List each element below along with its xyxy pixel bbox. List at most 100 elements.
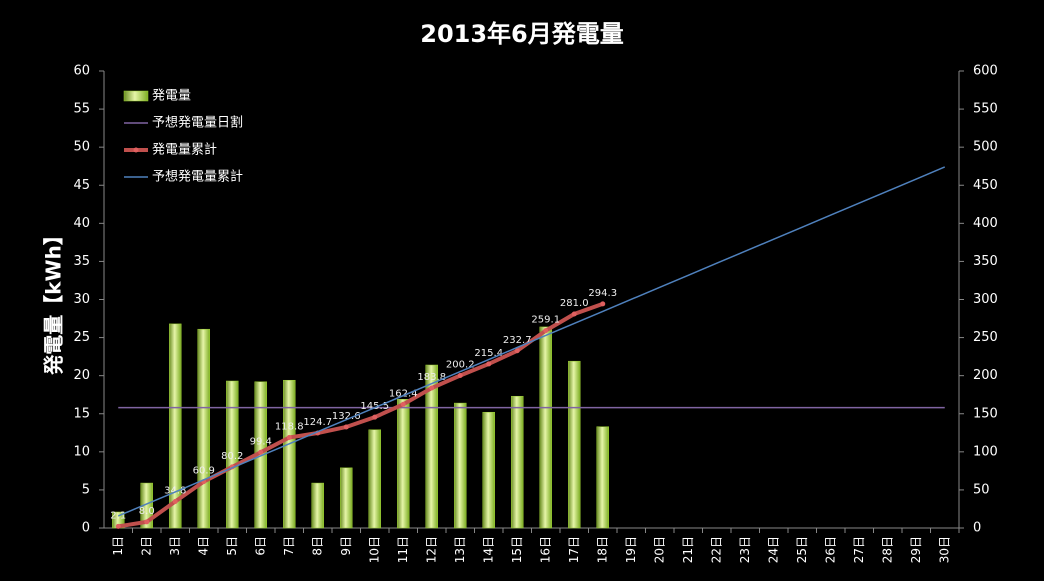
data-label: 215.4: [474, 348, 503, 359]
bar: [397, 399, 410, 529]
y2-tick-label: 50: [973, 482, 990, 497]
marker: [571, 311, 577, 317]
x-tick-label: 27日: [852, 536, 866, 563]
x-tick-label: 18日: [595, 536, 609, 563]
x-tick-label: 30日: [937, 536, 951, 563]
data-label: 259.1: [531, 315, 560, 326]
data-label: 124.7: [303, 417, 332, 428]
y2-tick-label: 200: [973, 368, 998, 383]
legend-label: 発電量: [152, 89, 191, 104]
y2-tick-label: 350: [973, 254, 998, 269]
legend-label: 予想発電量日割: [152, 115, 243, 131]
bar: [340, 467, 353, 529]
x-tick-label: 5日: [225, 536, 239, 556]
bar: [226, 380, 239, 529]
y2-tick-label: 500: [973, 140, 998, 155]
data-label: 232.7: [503, 335, 532, 346]
y2-tick-label: 0: [973, 521, 981, 536]
x-tick-label: 17日: [567, 536, 581, 563]
marker: [343, 424, 349, 430]
x-tick-label: 15日: [510, 536, 524, 563]
y2-tick-label: 150: [973, 406, 998, 421]
bar: [454, 402, 467, 529]
bar: [539, 326, 552, 529]
bar: [425, 364, 438, 529]
x-tick-label: 10日: [367, 536, 381, 563]
data-label: 8.0: [139, 506, 155, 517]
bar: [197, 328, 210, 529]
bar: [140, 482, 153, 529]
marker: [172, 498, 178, 504]
bar: [311, 482, 324, 529]
x-tick-label: 9日: [339, 536, 353, 556]
y2-tick-label: 400: [973, 216, 998, 231]
data-label: 99.4: [250, 436, 272, 447]
x-tick-label: 14日: [481, 536, 495, 563]
legend-marker: [133, 147, 139, 153]
marker: [600, 301, 606, 307]
data-label: 132.6: [332, 411, 361, 422]
data-label: 162.4: [389, 388, 418, 399]
x-tick-label: 20日: [652, 536, 666, 563]
x-tick-label: 26日: [823, 536, 837, 563]
y2-tick-label: 100: [973, 444, 998, 459]
x-tick-label: 11日: [396, 536, 410, 563]
y-tick-label: 20: [73, 368, 90, 383]
line: [117, 301, 604, 529]
bar: [368, 429, 381, 529]
bar: [169, 323, 182, 529]
x-tick-label: 13日: [453, 536, 467, 563]
x-tick-label: 7日: [282, 536, 296, 556]
marker: [115, 523, 121, 529]
bar: [568, 360, 581, 529]
marker: [457, 373, 463, 379]
bar: [511, 395, 524, 529]
x-tick-label: 24日: [766, 536, 780, 563]
y-tick-label: 15: [73, 406, 90, 421]
data-label: 80.2: [221, 451, 243, 462]
line: [117, 166, 946, 517]
data-label: 183.8: [417, 372, 446, 383]
y-axis-label: 発電量【kWh】: [42, 225, 66, 376]
marker: [258, 449, 264, 455]
marker: [372, 414, 378, 420]
data-label: 60.9: [193, 466, 215, 477]
marker: [429, 385, 435, 391]
x-tick-label: 22日: [709, 536, 723, 563]
marker: [144, 519, 150, 525]
x-tick-label: 8日: [310, 536, 324, 556]
y-tick-label: 45: [73, 178, 90, 193]
x-tick-label: 2日: [139, 536, 153, 556]
x-tick-label: 16日: [538, 536, 552, 563]
y2-tick-label: 250: [973, 330, 998, 345]
x-tick-label: 12日: [424, 536, 438, 563]
x-tick-label: 6日: [253, 536, 267, 556]
x-tick-label: 21日: [681, 536, 695, 563]
data-label: 145.5: [360, 401, 389, 412]
y-tick-label: 40: [73, 216, 90, 231]
x-tick-label: 23日: [738, 536, 752, 563]
x-tick-label: 29日: [909, 536, 923, 563]
marker: [286, 435, 292, 441]
x-tick-label: 4日: [196, 536, 210, 556]
data-label: 34.8: [164, 485, 186, 496]
legend-label: 予想発電量累計: [152, 169, 243, 185]
y-tick-label: 10: [73, 444, 90, 459]
y-tick-label: 50: [73, 140, 90, 155]
y2-tick-label: 450: [973, 178, 998, 193]
data-label: 200.2: [446, 360, 475, 371]
y-tick-label: 25: [73, 330, 90, 345]
y-tick-label: 5: [82, 482, 90, 497]
bar: [482, 411, 495, 529]
marker: [514, 348, 520, 354]
y-tick-label: 35: [73, 254, 90, 269]
x-tick-label: 28日: [880, 536, 894, 563]
y2-tick-label: 300: [973, 292, 998, 307]
data-label: 294.3: [588, 288, 617, 299]
y-tick-label: 55: [73, 102, 90, 117]
y2-tick-label: 550: [973, 102, 998, 117]
marker: [400, 401, 406, 407]
x-tick-label: 25日: [795, 536, 809, 563]
